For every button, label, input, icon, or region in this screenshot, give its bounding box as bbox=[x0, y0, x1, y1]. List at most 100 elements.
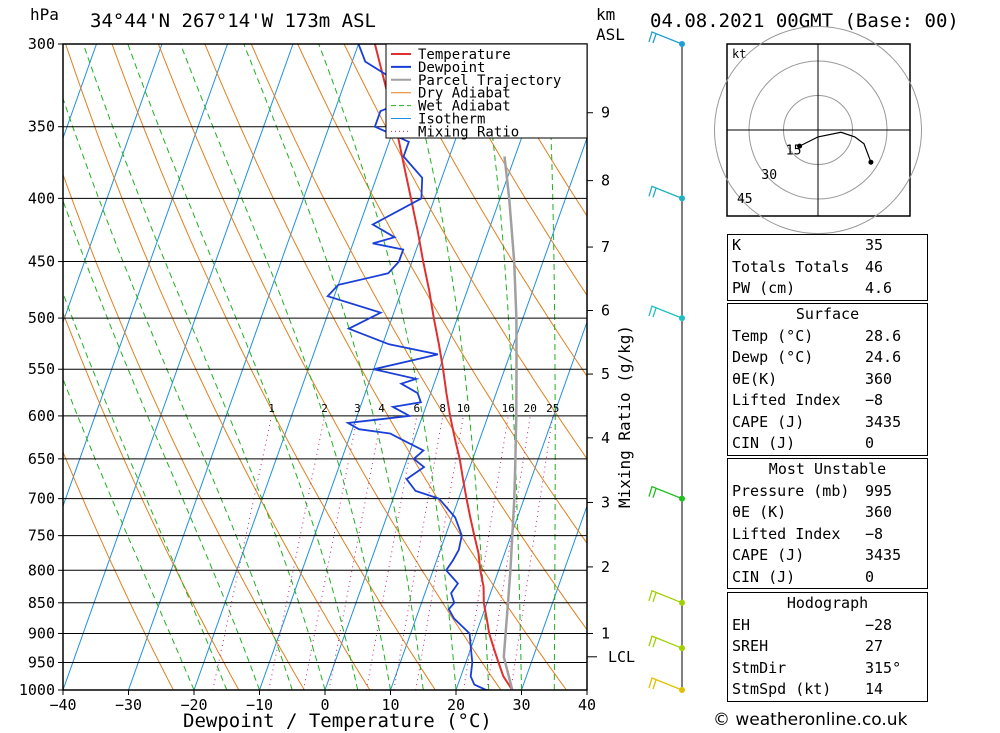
index-label: K bbox=[732, 236, 742, 254]
index-label: Dewp (°C) bbox=[732, 348, 814, 366]
isotherm-line bbox=[390, 136, 587, 690]
run-time: 04.08.2021 00GMT (Base: 00) bbox=[650, 10, 959, 32]
wind-barb bbox=[648, 589, 683, 604]
index-label: CAPE (J) bbox=[732, 546, 805, 564]
wet-adiabat-line bbox=[63, 96, 293, 690]
index-row: SREH 27 bbox=[728, 636, 927, 658]
index-value: 35 bbox=[865, 236, 884, 254]
mixing-ratio-label: 1 bbox=[268, 402, 275, 415]
dry-adiabat-line bbox=[63, 172, 305, 690]
pressure-tick-label: 300 bbox=[28, 35, 55, 53]
pressure-tick-label: 1000 bbox=[19, 681, 55, 699]
index-row: PW (cm) 4.6 bbox=[728, 278, 927, 300]
wet-adiabat-line bbox=[180, 44, 391, 690]
legend-item: Dry Adiabat bbox=[418, 86, 511, 102]
index-value: 28.6 bbox=[865, 326, 902, 345]
km-tick-label: 3 bbox=[601, 493, 610, 511]
legend-item: Mixing Ratio bbox=[418, 124, 519, 140]
index-value: −28 bbox=[865, 615, 893, 634]
km-tick-label: 8 bbox=[601, 172, 610, 190]
index-row: Totals Totals 46 bbox=[728, 257, 927, 279]
isotherm-line bbox=[63, 44, 294, 690]
km-tick-label: 5 bbox=[601, 365, 610, 383]
mixing-ratio-axis-label: Mixing Ratio (g/kg) bbox=[615, 325, 634, 508]
mixing-ratio-line bbox=[212, 415, 273, 690]
height-unit-asl: ASL bbox=[596, 25, 625, 44]
index-value: −8 bbox=[865, 524, 884, 543]
pressure-tick-label: 750 bbox=[28, 527, 55, 545]
index-row: EH −28 bbox=[728, 615, 927, 637]
dry-adiabat-line bbox=[994, 44, 1000, 690]
legend-item: Temperature bbox=[418, 47, 511, 63]
wet-adiabat-line bbox=[243, 44, 424, 690]
hodograph-index-title: Hodograph bbox=[786, 594, 869, 612]
index-row: θE (K) 360 bbox=[728, 502, 927, 524]
index-label: Pressure (mb) bbox=[732, 481, 850, 500]
index-value: −8 bbox=[865, 391, 884, 409]
km-tick-label: 9 bbox=[601, 104, 610, 122]
index-value: 315° bbox=[865, 658, 902, 677]
index-value: 995 bbox=[865, 481, 893, 500]
km-tick-label: 4 bbox=[601, 429, 610, 447]
pressure-tick-label: 850 bbox=[28, 594, 55, 612]
mixing-ratio-line bbox=[510, 415, 554, 690]
wind-barb bbox=[648, 185, 683, 199]
wind-barb bbox=[648, 677, 683, 691]
mixing-ratio-label: 8 bbox=[439, 402, 446, 415]
index-label: CAPE (J) bbox=[732, 412, 805, 431]
hodograph-end-dot bbox=[868, 159, 874, 165]
mixing-ratio-labels: 1 2 3 4 6 8 10 16 20 25 bbox=[268, 402, 559, 415]
legend-item: Wet Adiabat bbox=[418, 99, 511, 115]
index-value: 0 bbox=[865, 567, 875, 586]
index-row: StmSpd (kt) 14 bbox=[728, 679, 927, 701]
station-location: 34°44'N 267°14'W 173m ASL bbox=[90, 10, 376, 32]
index-label: θE (K) bbox=[732, 503, 787, 521]
surface-box: Surface Temp (°C) 28.6 Dewp (°C) 24.6 θE(K) 3… bbox=[727, 303, 928, 456]
legend-item: Dewpoint bbox=[418, 60, 485, 76]
lcl-label: LCL bbox=[608, 648, 635, 666]
legend-item: Isotherm bbox=[418, 112, 485, 128]
index-value: 24.6 bbox=[865, 348, 902, 366]
dry-adiabat-line bbox=[948, 44, 1000, 690]
hodograph-ring-label: 45 bbox=[737, 192, 753, 207]
index-value: 360 bbox=[865, 369, 893, 388]
mixing-ratio-label: 3 bbox=[354, 402, 361, 415]
index-row: CIN (J) 0 bbox=[728, 433, 927, 455]
index-label: Totals Totals bbox=[732, 257, 850, 276]
mixing-ratio-label: 16 bbox=[502, 402, 515, 415]
index-label: StmDir bbox=[732, 658, 787, 677]
index-label: Temp (°C) bbox=[732, 326, 814, 345]
x-tick-label: 40 bbox=[578, 696, 596, 714]
index-value: 3435 bbox=[865, 546, 902, 564]
mixing-ratio-line bbox=[302, 415, 358, 690]
dry-adiabat-line bbox=[390, 44, 587, 378]
height-unit-km: km bbox=[596, 5, 615, 24]
credit-link[interactable]: © weatheronline.co.uk bbox=[713, 710, 908, 730]
mixing-ratio-label: 2 bbox=[321, 402, 328, 415]
isotherm-line bbox=[193, 44, 425, 690]
hodograph-trace bbox=[799, 131, 872, 163]
index-row: θE(K) 360 bbox=[728, 369, 927, 391]
dry-adiabat-line bbox=[297, 44, 587, 545]
index-row: Lifted Index −8 bbox=[728, 524, 927, 546]
wind-barb bbox=[648, 31, 683, 45]
index-label: Lifted Index bbox=[732, 391, 841, 409]
surface-title: Surface bbox=[795, 305, 860, 323]
dry-adiabat-line bbox=[436, 44, 587, 297]
x-tick-label: −40 bbox=[49, 696, 76, 714]
index-value: 4.6 bbox=[865, 279, 893, 297]
legend-item: Parcel Trajectory bbox=[418, 73, 561, 89]
km-tick-label: 6 bbox=[601, 302, 610, 320]
pressure-tick-label: 950 bbox=[28, 653, 55, 671]
pressure-tick-label: 350 bbox=[28, 118, 55, 136]
index-row: K 35 bbox=[728, 235, 927, 257]
wet-adiabat-line bbox=[63, 199, 260, 690]
isotherm-line bbox=[63, 44, 228, 508]
index-label: StmSpd (kt) bbox=[732, 680, 832, 698]
km-tick-label: 1 bbox=[601, 624, 610, 642]
dry-adiabat-line bbox=[250, 44, 587, 631]
x-axis-label: Dewpoint / Temperature (°C) bbox=[183, 710, 492, 732]
pressure-tick-label: 550 bbox=[28, 360, 55, 378]
wind-barb bbox=[648, 485, 683, 500]
